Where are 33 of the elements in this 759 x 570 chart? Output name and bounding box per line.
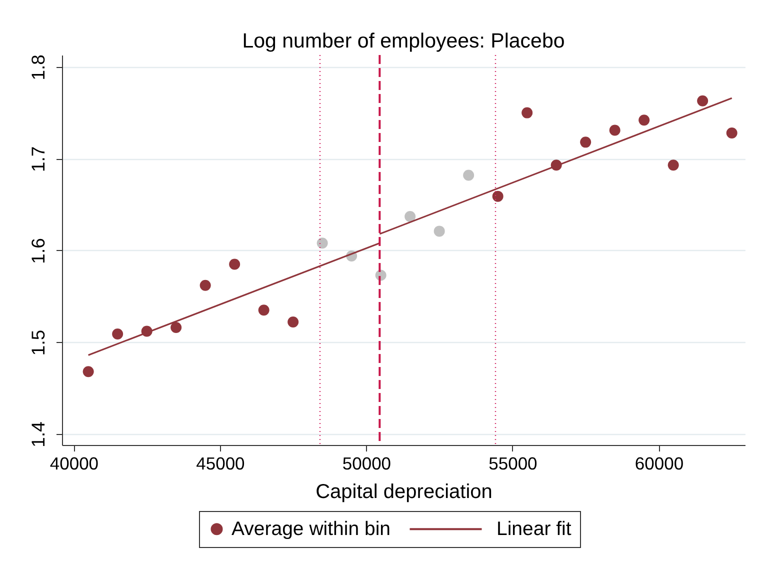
point bbox=[404, 211, 416, 222]
point bbox=[638, 114, 650, 126]
y-tick-label: 1.5 bbox=[28, 330, 48, 356]
point bbox=[82, 366, 94, 378]
point bbox=[580, 136, 592, 148]
x-tick-label: 60000 bbox=[634, 454, 684, 474]
legend-label: Linear fit bbox=[496, 518, 572, 540]
point bbox=[112, 328, 124, 340]
point bbox=[697, 95, 708, 106]
y-tick-label: 1.7 bbox=[28, 146, 48, 172]
point bbox=[492, 190, 504, 202]
point bbox=[229, 258, 240, 270]
point bbox=[522, 107, 533, 118]
point bbox=[726, 128, 738, 138]
point bbox=[316, 238, 328, 249]
x-tick-label: 55000 bbox=[488, 454, 538, 474]
point bbox=[463, 170, 474, 181]
point bbox=[200, 280, 211, 291]
point bbox=[609, 124, 620, 136]
chart-title: Log number of employees: Placebo bbox=[242, 30, 565, 52]
x-tick-label: 50000 bbox=[342, 454, 392, 474]
y-tick-label: 1.4 bbox=[28, 422, 48, 448]
legend-label: Average within bin bbox=[232, 518, 390, 540]
point bbox=[258, 304, 270, 316]
x-tick-label: 45000 bbox=[196, 454, 246, 474]
point bbox=[170, 322, 182, 334]
y-tick-label: 1.8 bbox=[28, 54, 48, 80]
y-tick-label: 1.6 bbox=[28, 238, 48, 264]
x-axis-title: Capital depreciation bbox=[316, 481, 492, 503]
point bbox=[434, 226, 445, 237]
x-tick-label: 40000 bbox=[50, 454, 99, 474]
point bbox=[668, 160, 679, 171]
point bbox=[288, 316, 299, 328]
